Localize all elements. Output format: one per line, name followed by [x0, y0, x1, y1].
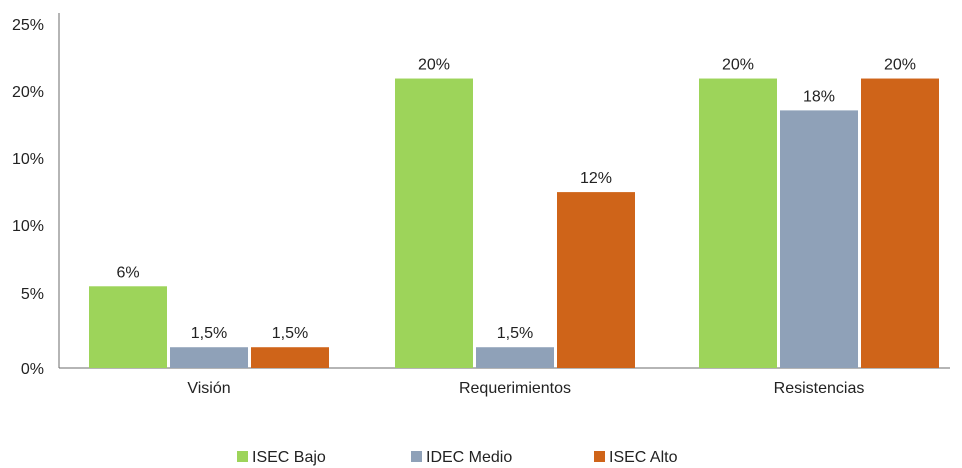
data-label: 1,5% — [497, 325, 533, 342]
y-tick-label: 20% — [12, 84, 44, 101]
bar — [557, 192, 635, 368]
x-axis-categories: Visión Requerimientos Resistencias — [187, 380, 864, 397]
category-label: Requerimientos — [459, 380, 571, 397]
y-tick-label: 25% — [12, 17, 44, 34]
legend-label: ISEC Alto — [609, 449, 678, 466]
data-label: 6% — [116, 264, 139, 281]
bar — [476, 347, 554, 368]
data-label: 1,5% — [191, 325, 227, 342]
data-label: 20% — [418, 57, 450, 74]
category-label: Visión — [187, 380, 230, 397]
legend-label: ISEC Bajo — [252, 449, 326, 466]
data-label: 12% — [580, 170, 612, 187]
data-label: 1,5% — [272, 325, 308, 342]
bar — [89, 286, 167, 368]
y-tick-label: 5% — [21, 286, 44, 303]
bar — [780, 110, 858, 368]
legend-swatch — [594, 451, 605, 462]
bar — [395, 78, 473, 368]
y-tick-label: 0% — [21, 361, 44, 378]
data-labels: 6% 20% 20% 1,5% 1,5% 18% 1,5% 12% 20% — [116, 57, 916, 343]
legend: ISEC Bajo IDEC Medio ISEC Alto — [237, 449, 678, 466]
y-axis-ticks: 0% 5% 10% 10% 20% 25% — [12, 17, 44, 378]
data-label: 18% — [803, 88, 835, 105]
data-label: 20% — [722, 57, 754, 74]
data-label: 20% — [884, 57, 916, 74]
bar — [861, 78, 939, 368]
y-tick-label: 10% — [12, 218, 44, 235]
category-label: Resistencias — [774, 380, 865, 397]
bar-series — [89, 78, 939, 368]
bar — [170, 347, 248, 368]
y-tick-label: 10% — [12, 151, 44, 168]
legend-swatch — [411, 451, 422, 462]
legend-label: IDEC Medio — [426, 449, 512, 466]
legend-swatch — [237, 451, 248, 462]
bar — [699, 78, 777, 368]
bar — [251, 347, 329, 368]
